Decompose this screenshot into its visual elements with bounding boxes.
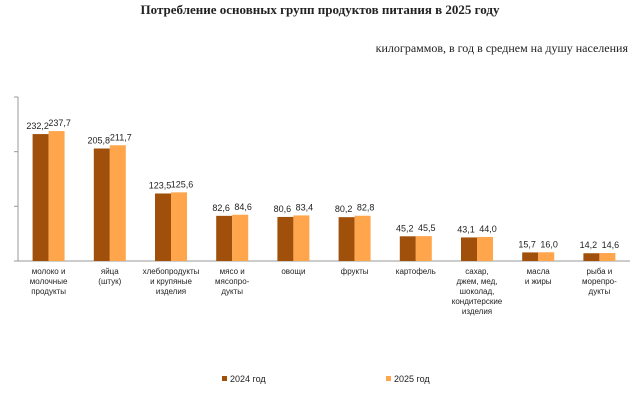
x-tick-label: яйца (штук)	[98, 267, 122, 286]
x-tick-label: сахар, джем, мед, шоколад, кондитерские …	[451, 267, 503, 316]
x-tick-label: овощи	[281, 267, 306, 276]
bar	[277, 216, 294, 261]
legend-label: 2025 год	[394, 374, 430, 384]
bar	[415, 236, 432, 261]
data-label: 84,6	[234, 202, 252, 212]
bar	[477, 236, 493, 261]
bar	[32, 134, 49, 261]
data-label: 44,0	[479, 224, 497, 234]
data-label: 125,6	[171, 179, 194, 189]
bar	[338, 217, 355, 261]
data-label: 14,2	[580, 240, 598, 250]
bar	[461, 237, 477, 261]
bar	[232, 214, 249, 261]
data-label: 15,7	[518, 239, 536, 249]
data-label: 43,1	[457, 224, 475, 234]
legend-swatch	[386, 376, 391, 381]
data-label: 16,0	[540, 239, 558, 249]
data-label: 45,5	[418, 223, 436, 233]
x-tick-label: масла и жиры	[524, 267, 552, 286]
x-tick-label: мясо и мясопро- дукты	[215, 267, 250, 296]
data-label: 232,2	[26, 121, 49, 131]
x-tick-label: молоко и молочные продукты	[29, 267, 68, 296]
bar	[171, 192, 187, 261]
bar	[216, 215, 233, 261]
x-tick-label: фрукты	[340, 267, 369, 276]
data-label: 80,6	[274, 204, 292, 214]
data-label: 123,5	[149, 180, 172, 190]
data-label: 237,7	[48, 118, 71, 128]
data-label: 211,7	[110, 132, 132, 142]
data-label: 83,4	[296, 202, 314, 212]
chart-title: Потребление основных групп продуктов пит…	[141, 2, 500, 17]
data-label: 82,8	[357, 203, 375, 213]
bar	[155, 193, 171, 261]
bar	[354, 215, 371, 261]
data-label: 14,6	[602, 240, 620, 250]
bar	[538, 252, 555, 261]
bar	[109, 145, 126, 261]
data-label: 205,8	[88, 135, 111, 145]
bar	[583, 253, 600, 261]
bar	[48, 131, 65, 261]
data-label: 82,6	[212, 203, 230, 213]
chart-subtitle: килограммов, в год в среднем на душу нас…	[376, 41, 629, 55]
x-tick-label: рыба и морепро- дукты	[582, 267, 617, 296]
bar	[93, 148, 110, 261]
x-tick-label: картофель	[395, 267, 436, 276]
bar	[522, 252, 539, 261]
bar	[599, 253, 616, 261]
bar	[293, 215, 310, 261]
legend-label: 2024 год	[230, 374, 266, 384]
data-label: 80,2	[335, 204, 353, 214]
data-label: 45,2	[396, 223, 414, 233]
legend-swatch	[222, 376, 227, 381]
bar	[399, 236, 416, 261]
x-tick-label: хлебопродукты и крупяные изделия	[142, 267, 200, 296]
